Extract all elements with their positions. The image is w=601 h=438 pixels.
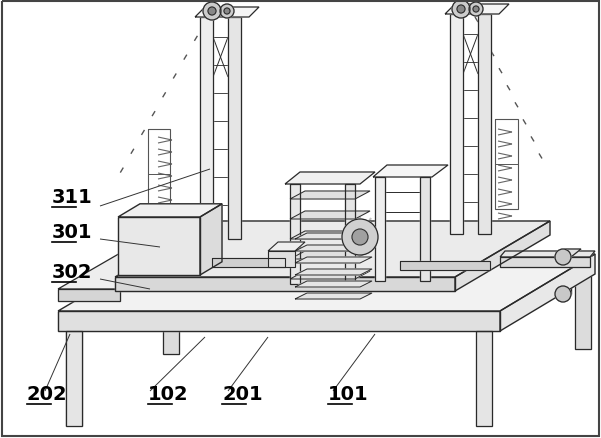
Polygon shape bbox=[575, 274, 591, 349]
Polygon shape bbox=[290, 184, 300, 284]
Polygon shape bbox=[500, 258, 590, 267]
Polygon shape bbox=[555, 249, 581, 258]
Polygon shape bbox=[290, 272, 370, 279]
Polygon shape bbox=[115, 277, 455, 291]
Polygon shape bbox=[450, 15, 463, 234]
Polygon shape bbox=[163, 274, 179, 354]
Circle shape bbox=[203, 3, 221, 21]
Polygon shape bbox=[290, 191, 370, 200]
Polygon shape bbox=[115, 222, 550, 277]
Polygon shape bbox=[58, 311, 500, 331]
Polygon shape bbox=[373, 166, 448, 177]
Polygon shape bbox=[455, 222, 550, 291]
Text: 202: 202 bbox=[27, 384, 68, 403]
Text: 201: 201 bbox=[222, 384, 263, 403]
Polygon shape bbox=[420, 177, 430, 281]
Polygon shape bbox=[295, 269, 372, 276]
Polygon shape bbox=[200, 205, 222, 276]
Circle shape bbox=[473, 7, 479, 13]
Polygon shape bbox=[118, 218, 200, 276]
Polygon shape bbox=[268, 251, 295, 267]
Polygon shape bbox=[476, 331, 492, 426]
Polygon shape bbox=[345, 184, 355, 284]
Polygon shape bbox=[212, 258, 285, 267]
Polygon shape bbox=[500, 251, 595, 258]
Polygon shape bbox=[58, 254, 595, 311]
Text: 302: 302 bbox=[52, 262, 93, 281]
Circle shape bbox=[352, 230, 368, 245]
Text: 101: 101 bbox=[328, 384, 368, 403]
Polygon shape bbox=[375, 177, 385, 281]
Polygon shape bbox=[118, 205, 222, 218]
Polygon shape bbox=[66, 331, 82, 426]
Polygon shape bbox=[200, 18, 213, 240]
Text: 102: 102 bbox=[148, 384, 189, 403]
Polygon shape bbox=[295, 233, 372, 240]
Polygon shape bbox=[295, 258, 372, 263]
Polygon shape bbox=[500, 254, 595, 331]
Polygon shape bbox=[290, 231, 370, 240]
Circle shape bbox=[220, 5, 234, 19]
Polygon shape bbox=[445, 5, 509, 15]
Polygon shape bbox=[290, 251, 370, 259]
Polygon shape bbox=[228, 18, 241, 240]
Text: 301: 301 bbox=[52, 223, 93, 241]
Polygon shape bbox=[295, 281, 372, 287]
Circle shape bbox=[452, 1, 470, 19]
Circle shape bbox=[555, 249, 571, 265]
Polygon shape bbox=[285, 173, 375, 184]
Circle shape bbox=[342, 219, 378, 255]
Polygon shape bbox=[195, 8, 259, 18]
Circle shape bbox=[469, 3, 483, 17]
Polygon shape bbox=[295, 293, 372, 299]
Polygon shape bbox=[400, 261, 490, 270]
Polygon shape bbox=[268, 243, 305, 251]
Polygon shape bbox=[58, 237, 210, 290]
Circle shape bbox=[555, 286, 571, 302]
Polygon shape bbox=[295, 245, 372, 251]
Circle shape bbox=[224, 9, 230, 15]
Polygon shape bbox=[290, 212, 370, 219]
Circle shape bbox=[457, 6, 465, 14]
Text: 311: 311 bbox=[52, 187, 93, 207]
Polygon shape bbox=[478, 15, 491, 234]
Polygon shape bbox=[58, 290, 120, 301]
Circle shape bbox=[208, 8, 216, 16]
